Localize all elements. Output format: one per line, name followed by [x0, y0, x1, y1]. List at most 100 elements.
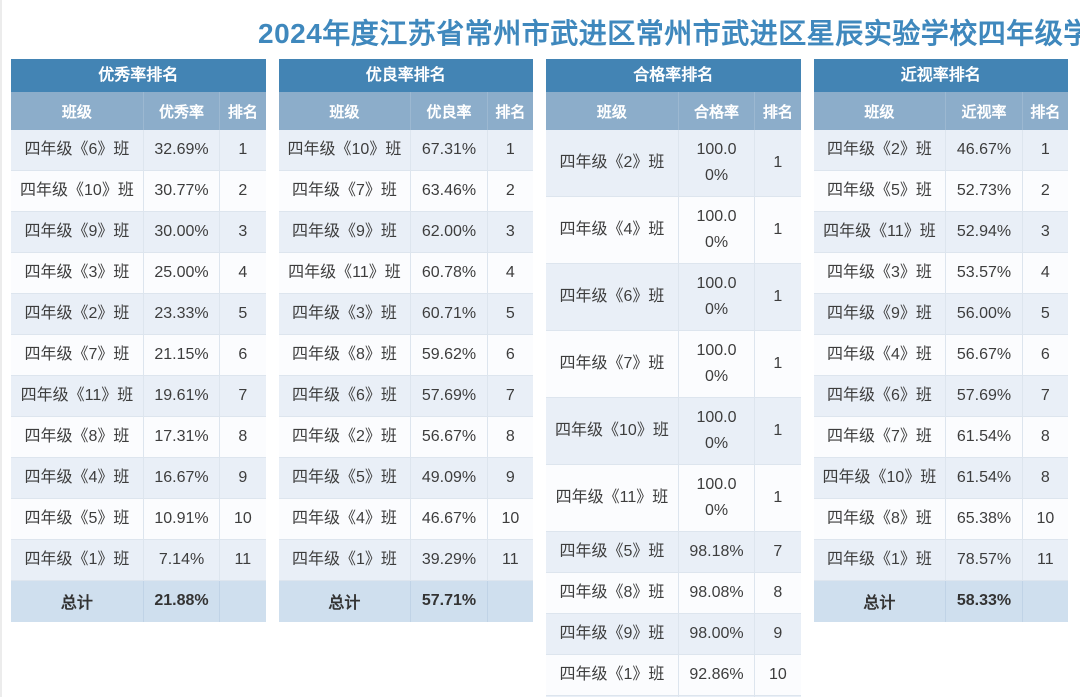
table-row: 四年级《2》班 100.00% 1 — [546, 130, 801, 197]
class-name-cell: 四年级《9》班 — [11, 211, 144, 253]
header-row: 班级 近视率 排名 — [813, 92, 1068, 130]
class-name-cell: 四年级《5》班 — [813, 170, 947, 212]
rate-value-cell: 92.86% — [678, 695, 756, 697]
class-name-cell: 四年级《9》班 — [278, 211, 412, 253]
header-row: 班级 合格率 排名 — [546, 92, 801, 130]
rate-value-cell: 61.54% — [945, 457, 1023, 499]
class-name-cell: 四年级《6》班 — [813, 375, 947, 417]
ranking-table-title: 优秀率排名 — [11, 59, 266, 92]
column-header-rank: 排名 — [487, 92, 533, 130]
class-name-cell: 四年级《3》班 — [813, 252, 947, 294]
column-header-rank: 排名 — [219, 92, 266, 130]
rank-value-cell: 10 — [754, 654, 801, 696]
rank-value-cell: 1 — [1022, 130, 1068, 171]
table-row: 四年级《11》班 60.78% 4 — [278, 252, 533, 294]
column-header-rate: 近视率 — [945, 92, 1023, 130]
table-row: 四年级《5》班 98.18% 7 — [546, 531, 801, 573]
rank-value-cell: 7 — [1022, 375, 1068, 417]
rank-value-cell: 8 — [1022, 416, 1068, 458]
table-row: 四年级《8》班 98.08% 8 — [546, 572, 801, 614]
rank-value-cell: 7 — [754, 531, 801, 573]
table-row: 四年级《8》班 59.62% 6 — [278, 334, 533, 376]
table-row: 四年级《4》班 56.67% 6 — [813, 334, 1068, 376]
window-edge-strip — [0, 0, 2, 697]
rate-value-cell: 52.73% — [945, 170, 1023, 212]
table-row: 四年级《4》班 100.00% 1 — [546, 196, 801, 264]
column-header-class: 班级 — [546, 92, 679, 130]
class-name-cell: 四年级《6》班 — [278, 375, 412, 417]
table-footer: 总计 58.33% — [813, 580, 1068, 622]
rank-value-cell: 2 — [487, 170, 533, 212]
rate-value-cell: 100.00% — [678, 196, 756, 264]
rate-value-cell: 61.54% — [945, 416, 1023, 458]
class-name-cell: 四年级《5》班 — [11, 498, 144, 540]
rank-value-cell: 7 — [219, 375, 266, 417]
class-name-cell: 四年级《8》班 — [11, 416, 144, 458]
class-name-cell: 四年级《1》班 — [11, 539, 144, 581]
class-name-cell: 四年级《5》班 — [278, 457, 412, 499]
rank-value-cell: 8 — [219, 416, 266, 458]
class-name-cell: 四年级《3》班 — [278, 293, 412, 335]
rank-value-cell: 1 — [754, 330, 801, 398]
table-row: 四年级《9》班 56.00% 5 — [813, 293, 1068, 335]
rate-value-cell: 98.08% — [678, 572, 756, 614]
rate-value-cell: 100.00% — [678, 330, 756, 398]
total-row: 总计 58.33% — [813, 580, 1068, 622]
rank-value-cell: 1 — [754, 397, 801, 465]
table-row: 四年级《5》班 10.91% 10 — [11, 498, 266, 540]
rank-value-cell: 7 — [487, 375, 533, 417]
rate-value-cell: 67.31% — [410, 130, 488, 171]
class-name-cell: 四年级《8》班 — [546, 572, 679, 614]
rank-value-cell: 5 — [219, 293, 266, 335]
rate-value-cell: 7.14% — [143, 539, 221, 581]
ranking-table-title: 合格率排名 — [546, 59, 801, 92]
rank-value-cell: 10 — [487, 498, 533, 540]
class-name-cell: 四年级《4》班 — [546, 196, 679, 264]
table-body: 四年级《6》班 32.69% 1 四年级《10》班 30.77% 2 四年级《9》班 30.0… — [11, 130, 266, 581]
rank-value-cell: 9 — [487, 457, 533, 499]
rate-value-cell: 98.18% — [678, 531, 756, 573]
rank-value-cell: 2 — [219, 170, 266, 212]
rank-value-cell: 5 — [487, 293, 533, 335]
total-rank-cell — [1022, 580, 1068, 622]
rank-value-cell: 1 — [754, 464, 801, 532]
class-name-cell: 四年级《11》班 — [11, 375, 144, 417]
table-row: 四年级《3》班 25.00% 4 — [11, 252, 266, 294]
table-column-headers: 班级 合格率 排名 — [546, 92, 801, 130]
rate-value-cell: 46.67% — [945, 130, 1023, 171]
rate-value-cell: 98.00% — [678, 613, 756, 655]
column-header-class: 班级 — [813, 92, 947, 130]
class-name-cell: 四年级《3》班 — [11, 252, 144, 294]
page-title: 2024年度江苏省常州市武进区常州市武进区星辰实验学校四年级学生 — [258, 18, 1080, 49]
rank-value-cell: 1 — [487, 130, 533, 171]
header-row: 班级 优秀率 排名 — [11, 92, 266, 130]
rate-value-cell: 10.91% — [143, 498, 221, 540]
table-column-headers: 班级 优良率 排名 — [278, 92, 533, 130]
class-name-cell: 四年级《3》班 — [546, 695, 679, 697]
column-header-rate: 优良率 — [410, 92, 488, 130]
rate-value-cell: 63.46% — [410, 170, 488, 212]
rate-value-cell: 65.38% — [945, 498, 1023, 540]
table-row: 四年级《7》班 63.46% 2 — [278, 170, 533, 212]
table-column-headers: 班级 优秀率 排名 — [11, 92, 266, 130]
total-rank-cell — [219, 580, 266, 622]
ranking-data-table: 班级 合格率 排名 四年级《2》班 100.00% 1 四年级《4》班 100.00% 1 四年… — [546, 92, 801, 697]
table-row: 四年级《10》班 100.00% 1 — [546, 397, 801, 465]
table-row: 四年级《2》班 23.33% 5 — [11, 293, 266, 335]
ranking-table-title: 近视率排名 — [813, 59, 1068, 92]
ranking-data-table: 班级 优秀率 排名 四年级《6》班 32.69% 1 四年级《10》班 30.77% 2 四年级… — [11, 92, 266, 622]
table-column-headers: 班级 近视率 排名 — [813, 92, 1068, 130]
rate-value-cell: 52.94% — [945, 211, 1023, 253]
rank-value-cell: 4 — [487, 252, 533, 294]
table-row: 四年级《6》班 100.00% 1 — [546, 263, 801, 331]
rate-value-cell: 53.57% — [945, 252, 1023, 294]
class-name-cell: 四年级《10》班 — [546, 397, 679, 465]
rate-value-cell: 56.67% — [945, 334, 1023, 376]
table-body: 四年级《2》班 100.00% 1 四年级《4》班 100.00% 1 四年级《6》班 100… — [546, 130, 801, 697]
class-name-cell: 四年级《5》班 — [546, 531, 679, 573]
column-header-rate: 优秀率 — [143, 92, 221, 130]
rank-value-cell: 10 — [1022, 498, 1068, 540]
class-name-cell: 四年级《2》班 — [278, 416, 412, 458]
table-footer: 总计 57.71% — [278, 580, 533, 622]
column-header-class: 班级 — [278, 92, 412, 130]
